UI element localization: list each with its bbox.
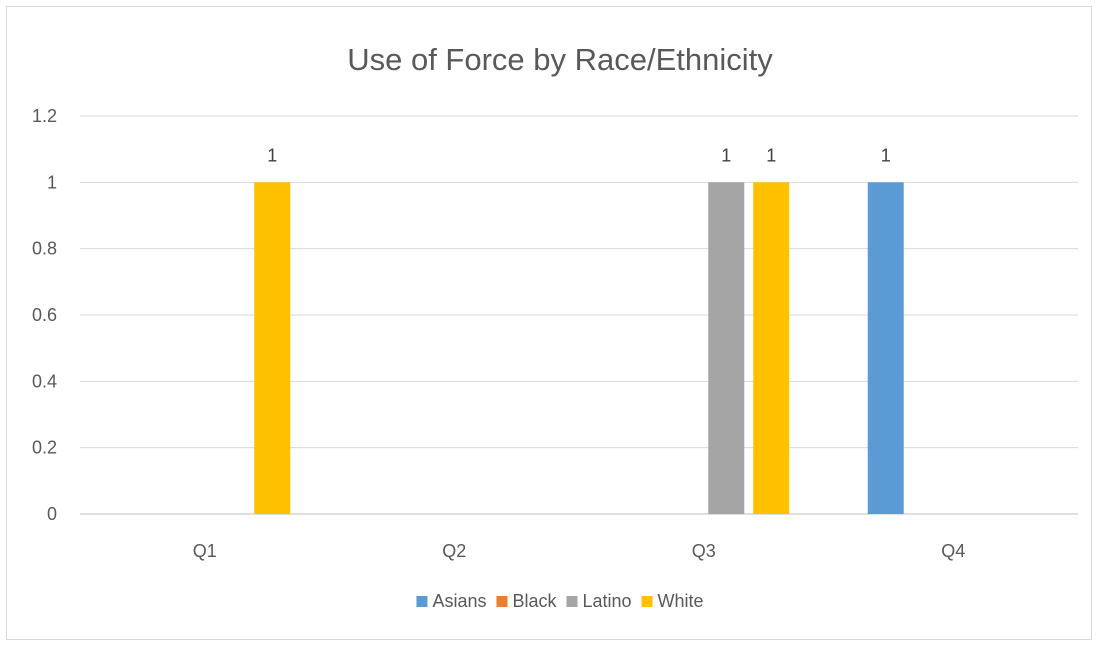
data-label: 1 xyxy=(721,145,731,165)
legend-label: White xyxy=(658,591,704,611)
legend-item-black: Black xyxy=(496,591,557,611)
data-label: 1 xyxy=(267,145,277,165)
y-tick-label: 0.8 xyxy=(32,239,57,259)
bar-asians-q4 xyxy=(867,182,904,515)
x-axis: Q1 Q2 Q3 Q4 xyxy=(193,541,966,561)
chart-frame xyxy=(6,6,1092,640)
bar-white-q3 xyxy=(753,182,790,515)
legend-swatch xyxy=(641,596,653,607)
x-tick-label: Q3 xyxy=(692,541,716,561)
legend: Asians Black Latino White xyxy=(416,591,704,611)
x-tick-label: Q4 xyxy=(941,541,965,561)
legend-swatch xyxy=(566,596,578,607)
y-tick-label: 0.4 xyxy=(32,371,57,391)
data-label: 1 xyxy=(766,145,776,165)
legend-label: Black xyxy=(512,591,557,611)
legend-swatch xyxy=(416,596,428,607)
y-tick-label: 0.6 xyxy=(32,305,57,325)
y-tick-label: 1.2 xyxy=(32,106,57,126)
bar-latino-q3 xyxy=(708,182,745,515)
legend-swatch xyxy=(496,596,508,607)
legend-item-white: White xyxy=(641,591,704,611)
legend-item-asians: Asians xyxy=(416,591,486,611)
y-axis: 0 0.2 0.4 0.6 0.8 1 1.2 xyxy=(32,106,57,524)
x-tick-label: Q2 xyxy=(442,541,466,561)
legend-item-latino: Latino xyxy=(566,591,632,611)
y-tick-label: 0.2 xyxy=(32,438,57,458)
y-tick-label: 1 xyxy=(47,172,57,192)
gridlines xyxy=(80,115,1078,515)
chart-title: Use of Force by Race/Ethnicity xyxy=(347,42,773,77)
x-tick-label: Q1 xyxy=(193,541,217,561)
data-label: 1 xyxy=(881,145,891,165)
legend-label: Latino xyxy=(582,591,631,611)
bars xyxy=(254,182,904,515)
bar-white-q1 xyxy=(254,182,291,515)
y-tick-label: 0 xyxy=(47,504,57,524)
data-labels: 1 1 1 1 xyxy=(267,145,891,165)
legend-label: Asians xyxy=(432,591,486,611)
